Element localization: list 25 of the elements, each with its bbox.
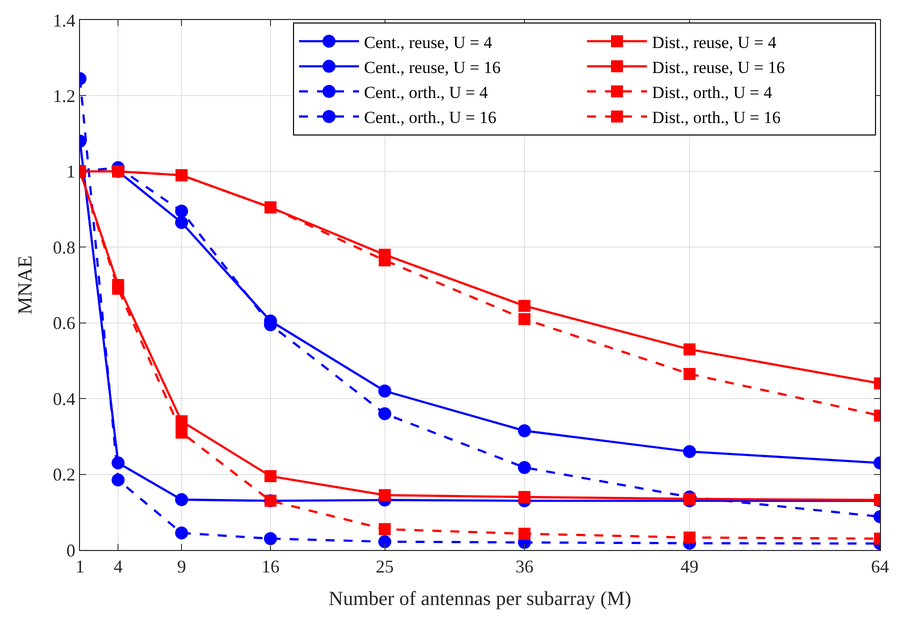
- y-tick-label: 1.2: [52, 86, 76, 106]
- x-axis-title: Number of antennas per subarray (M): [328, 588, 632, 610]
- x-tick-label: 64: [871, 556, 889, 577]
- y-tick-label: 0: [66, 540, 76, 560]
- y-tick-label: 1: [66, 162, 76, 182]
- x-tick-label: 25: [376, 556, 394, 577]
- legend-label: Cent., orth., U = 4: [364, 83, 488, 102]
- y-tick-label: 1.4: [52, 10, 76, 30]
- y-tick-label: 0.8: [52, 237, 76, 258]
- legend-label: Dist., orth., U = 16: [652, 108, 781, 128]
- x-tick-label: 36: [515, 556, 534, 577]
- x-tick-label: 9: [177, 556, 186, 577]
- legend-label: Cent., orth., U = 16: [364, 108, 496, 128]
- y-tick-label: 0.2: [52, 464, 76, 485]
- x-tick-label: 16: [261, 556, 280, 577]
- legend-label: Dist., reuse, U = 4: [652, 32, 777, 52]
- legend-label: Cent., reuse, U = 4: [364, 32, 493, 52]
- y-tick-label: 0.6: [52, 313, 76, 334]
- x-tick-label: 49: [680, 556, 699, 577]
- x-tick-label: 4: [114, 556, 123, 577]
- legend-label: Cent., reuse, U = 16: [364, 58, 501, 77]
- legend-label: Dist., reuse, U = 16: [652, 58, 785, 77]
- y-axis-title: MNAE: [14, 256, 36, 314]
- y-tick-label: 0.4: [52, 388, 76, 409]
- legend-label: Dist., orth., U = 4: [652, 83, 773, 102]
